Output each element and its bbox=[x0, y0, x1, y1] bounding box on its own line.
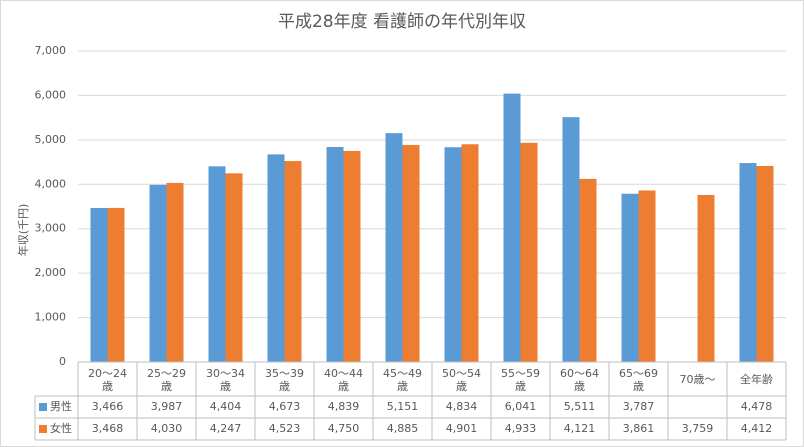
table-value: 3,987 bbox=[151, 400, 183, 413]
y-tick-label: 5,000 bbox=[35, 133, 67, 146]
bar bbox=[385, 133, 403, 362]
table-value: 4,839 bbox=[328, 400, 360, 413]
category-cell: 全年齢 bbox=[740, 373, 773, 386]
x-tick-label: 50〜54歳 bbox=[442, 366, 481, 393]
table-value: 3,468 bbox=[92, 422, 124, 435]
table-value: 4,750 bbox=[328, 422, 360, 435]
category-cell: 40〜44歳 bbox=[324, 366, 363, 393]
legend-label: 女性 bbox=[50, 421, 72, 435]
y-tick-label: 4,000 bbox=[35, 177, 67, 190]
category-cell: 25〜29歳 bbox=[147, 366, 186, 393]
table-value: 5,151 bbox=[387, 400, 419, 413]
bar bbox=[267, 154, 285, 362]
y-tick-label: 2,000 bbox=[35, 266, 67, 279]
bar bbox=[284, 161, 302, 362]
table-value: 6,041 bbox=[505, 400, 537, 413]
x-tick-label: 全年齢 bbox=[740, 373, 773, 386]
table-value: 3,759 bbox=[682, 422, 714, 435]
x-tick-label: 20〜24歳 bbox=[88, 366, 127, 393]
category-cell: 65〜69歳 bbox=[619, 366, 658, 393]
bar bbox=[149, 184, 167, 362]
bar bbox=[503, 93, 521, 363]
table-value: 4,523 bbox=[269, 422, 301, 435]
table-value: 4,247 bbox=[210, 422, 242, 435]
table-value: 4,933 bbox=[505, 422, 537, 435]
table-value: 4,834 bbox=[446, 400, 478, 413]
category-cell: 60〜64歳 bbox=[560, 366, 599, 393]
bar bbox=[107, 207, 125, 362]
bar bbox=[697, 194, 715, 362]
bar bbox=[621, 193, 639, 362]
bar bbox=[579, 178, 597, 362]
bar bbox=[461, 144, 479, 362]
x-tick-label: 55〜59歳 bbox=[501, 366, 540, 393]
x-tick-label: 45〜49歳 bbox=[383, 366, 422, 393]
x-tick-label: 70歳〜 bbox=[679, 373, 716, 386]
x-tick-label: 25〜29歳 bbox=[147, 366, 186, 393]
table-value: 3,861 bbox=[623, 422, 655, 435]
table-value: 3,787 bbox=[623, 400, 655, 413]
bar bbox=[520, 142, 538, 362]
bar bbox=[208, 166, 226, 362]
category-cell: 35〜39歳 bbox=[265, 366, 304, 393]
bar bbox=[562, 117, 580, 362]
table-value: 4,412 bbox=[741, 422, 773, 435]
bar bbox=[402, 144, 420, 362]
table-value: 4,901 bbox=[446, 422, 478, 435]
category-cell: 55〜59歳 bbox=[501, 366, 540, 393]
x-tick-label: 65〜69歳 bbox=[619, 366, 658, 393]
chart-title: 平成28年度 看護師の年代別年収 bbox=[278, 12, 526, 32]
table-value: 4,121 bbox=[564, 422, 596, 435]
y-axis-label: 年収(千円) bbox=[16, 204, 30, 257]
bar bbox=[739, 163, 757, 362]
x-tick-label: 30〜34歳 bbox=[206, 366, 245, 393]
table-value: 4,404 bbox=[210, 400, 242, 413]
category-cell: 70歳〜 bbox=[679, 373, 716, 386]
bar bbox=[638, 190, 656, 362]
y-tick-label: 6,000 bbox=[35, 88, 67, 101]
bar bbox=[326, 147, 344, 362]
bar bbox=[444, 147, 462, 362]
table-value: 3,466 bbox=[92, 400, 124, 413]
table-value: 4,030 bbox=[151, 422, 183, 435]
bar bbox=[225, 173, 243, 362]
legend-key bbox=[39, 403, 47, 411]
table-value: 4,478 bbox=[741, 400, 773, 413]
legend-label: 男性 bbox=[50, 399, 72, 413]
table-value: 4,885 bbox=[387, 422, 419, 435]
category-cell: 20〜24歳 bbox=[88, 366, 127, 393]
table-value: 5,511 bbox=[564, 400, 596, 413]
y-tick-label: 7,000 bbox=[35, 44, 67, 57]
bar bbox=[756, 165, 774, 362]
y-tick-label: 3,000 bbox=[35, 222, 67, 235]
x-tick-label: 35〜39歳 bbox=[265, 366, 304, 393]
y-tick-label: 1,000 bbox=[35, 311, 67, 324]
x-tick-label: 40〜44歳 bbox=[324, 366, 363, 393]
x-tick-label: 60〜64歳 bbox=[560, 366, 599, 393]
category-cell: 45〜49歳 bbox=[383, 366, 422, 393]
bar bbox=[166, 182, 184, 362]
table-value: 4,673 bbox=[269, 400, 301, 413]
category-cell: 30〜34歳 bbox=[206, 366, 245, 393]
legend-key bbox=[39, 425, 47, 433]
category-cell: 50〜54歳 bbox=[442, 366, 481, 393]
y-tick-label: 0 bbox=[59, 355, 66, 368]
bar bbox=[343, 150, 361, 362]
bar bbox=[90, 208, 108, 362]
